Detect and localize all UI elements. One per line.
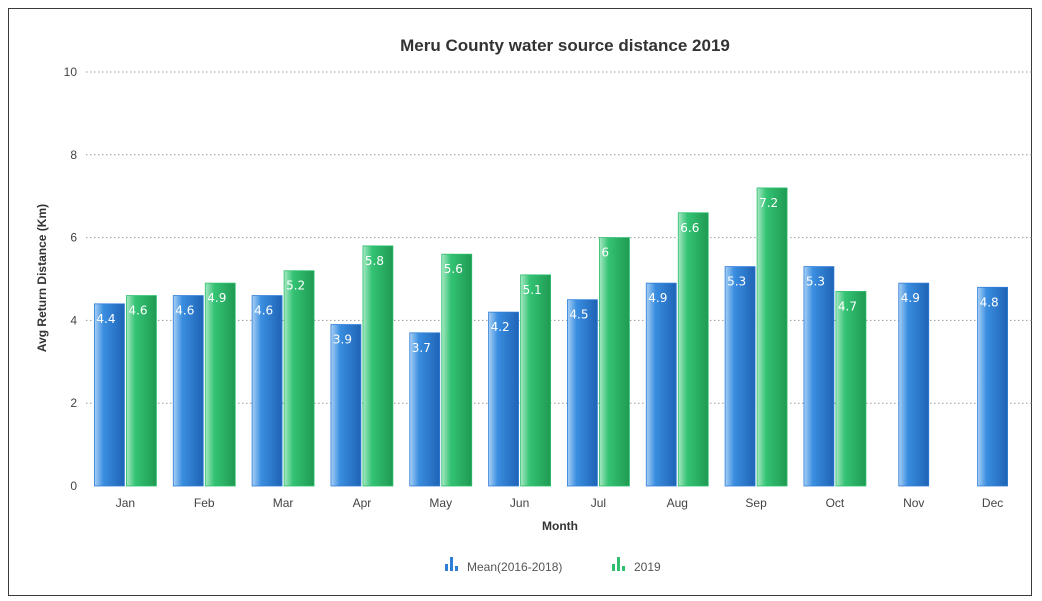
- data-label: 3.9: [333, 333, 352, 347]
- y-tick-label: 2: [70, 396, 77, 410]
- bar-mean-may[interactable]: [409, 332, 441, 487]
- bar-mean-feb[interactable]: [172, 295, 204, 487]
- data-label: 5.8: [365, 254, 384, 268]
- data-label: 4.6: [175, 304, 194, 318]
- bar-mean-nov[interactable]: [898, 282, 930, 487]
- legend-label: 2019: [634, 560, 661, 574]
- chart-title: Meru County water source distance 2019: [400, 36, 730, 55]
- bar-current-jan[interactable]: [126, 295, 157, 487]
- data-label: 5.3: [806, 275, 825, 289]
- x-tick-label: Jul: [591, 496, 606, 510]
- x-tick-label: Jun: [510, 496, 529, 510]
- bar-current-feb[interactable]: [204, 282, 236, 487]
- data-label: 3.7: [412, 341, 431, 355]
- y-tick-label: 8: [70, 148, 77, 162]
- x-axis-ticks: Jan Feb Mar Apr May Jun Jul Aug Sep Oct Nov Dec: [116, 496, 1004, 510]
- x-tick-label: Sep: [745, 496, 767, 510]
- y-tick-label: 6: [70, 231, 77, 245]
- x-tick-label: Mar: [273, 496, 294, 510]
- bar-current-sep[interactable]: [756, 187, 788, 487]
- bar-mean-dec[interactable]: [977, 286, 1008, 487]
- x-tick-label: Dec: [982, 496, 1003, 510]
- data-label: 4.5: [569, 308, 588, 322]
- bar-current-oct[interactable]: [835, 291, 867, 487]
- data-label: 4.6: [254, 304, 273, 318]
- x-axis-title: Month: [542, 519, 578, 533]
- data-label: 5.2: [286, 279, 305, 293]
- x-tick-label: Oct: [826, 496, 845, 510]
- bar-mean-oct[interactable]: [803, 266, 835, 487]
- y-axis-ticks: 0 2 4 6 8 10: [64, 65, 78, 493]
- x-tick-label: May: [429, 496, 452, 510]
- data-label: 4.9: [207, 291, 226, 305]
- bar-mean-jun[interactable]: [488, 311, 519, 487]
- data-label: 4.4: [96, 312, 115, 326]
- bar-current-may[interactable]: [441, 253, 473, 487]
- data-label: 5.6: [444, 262, 463, 276]
- legend-item-2019[interactable]: 2019: [612, 557, 661, 574]
- data-label: 4.6: [128, 304, 147, 318]
- bar-mean-aug[interactable]: [645, 282, 677, 487]
- bars: [94, 187, 1008, 487]
- x-tick-label: Nov: [903, 496, 924, 510]
- data-label: 7.2: [759, 196, 778, 210]
- legend-item-mean[interactable]: Mean(2016-2018): [445, 557, 562, 574]
- bar-mean-mar[interactable]: [251, 295, 283, 487]
- x-tick-label: Apr: [353, 496, 372, 510]
- bar-current-apr[interactable]: [362, 245, 394, 487]
- bar-mean-apr[interactable]: [330, 324, 362, 487]
- data-label: 4.2: [491, 320, 510, 334]
- x-tick-label: Feb: [194, 496, 215, 510]
- bar-mean-jul[interactable]: [567, 299, 598, 487]
- bar-current-aug[interactable]: [677, 212, 709, 487]
- data-labels: 4.4 4.6 4.6 4.9 4.6 5.2 3.9 5.8 3.7 5.6 4.2 5.1 4.5 6…: [96, 196, 998, 355]
- data-label: 5.1: [523, 283, 542, 297]
- data-label: 5.3: [727, 275, 746, 289]
- legend[interactable]: Mean(2016-2018) 2019: [445, 557, 661, 574]
- legend-label: Mean(2016-2018): [467, 560, 562, 574]
- y-tick-label: 10: [64, 65, 78, 79]
- data-label: 4.8: [980, 295, 999, 309]
- bar-chart-icon: [445, 557, 458, 571]
- data-label: 6.6: [680, 221, 699, 235]
- data-label: 4.9: [648, 291, 667, 305]
- bar-current-jul[interactable]: [599, 237, 630, 487]
- y-tick-label: 0: [70, 479, 77, 493]
- data-label: 4.9: [901, 291, 920, 305]
- bar-mean-sep[interactable]: [724, 266, 756, 487]
- y-tick-label: 4: [70, 313, 77, 327]
- gridlines: [86, 71, 1032, 404]
- bar-current-jun[interactable]: [520, 274, 551, 487]
- bar-mean-jan[interactable]: [94, 303, 125, 487]
- x-tick-label: Aug: [667, 496, 688, 510]
- data-label: 4.7: [838, 299, 857, 313]
- x-tick-label: Jan: [116, 496, 135, 510]
- bar-chart-icon: [612, 557, 625, 571]
- bar-current-mar[interactable]: [283, 270, 315, 487]
- data-label: 6: [601, 246, 609, 260]
- y-axis-title: Avg Return Distance (Km): [35, 204, 49, 352]
